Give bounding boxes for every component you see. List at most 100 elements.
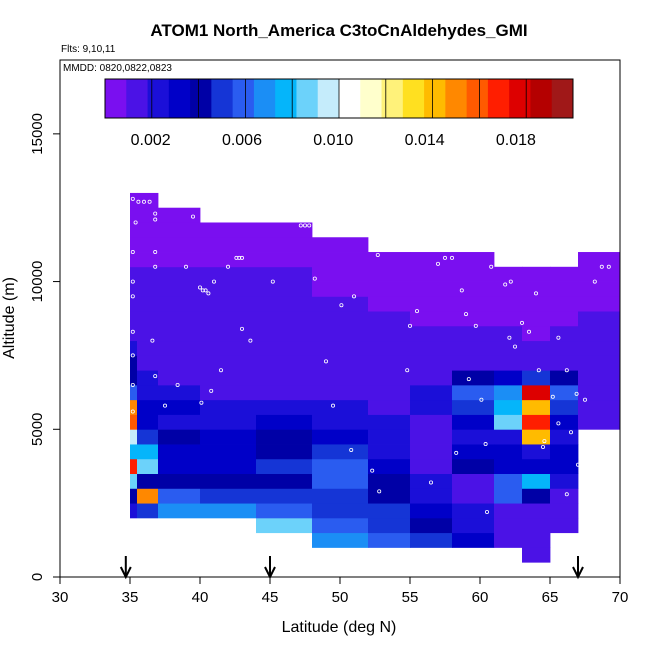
heatmap-cell <box>158 207 201 223</box>
heatmap-cell <box>158 444 201 460</box>
heatmap-cell <box>158 384 201 401</box>
heatmap-cell <box>200 458 257 474</box>
sample-point <box>323 359 328 364</box>
sample-point <box>248 338 253 343</box>
heatmap-cell <box>256 444 313 460</box>
sample-point <box>454 450 459 455</box>
heatmap-cell <box>137 281 159 297</box>
down-arrow-icon <box>264 556 276 580</box>
colorbar-segment <box>190 79 212 118</box>
heatmap-cell <box>158 252 201 268</box>
sample-point <box>550 394 555 399</box>
heatmap-cell <box>578 325 621 342</box>
heatmap-cell <box>494 414 523 430</box>
heatmap-cell <box>452 281 495 297</box>
heatmap-cell <box>550 340 579 356</box>
sample-point <box>466 377 471 382</box>
y-tick-label: 0 <box>29 573 46 581</box>
heatmap-cell <box>312 458 369 474</box>
sample-point <box>578 507 583 512</box>
heatmap-cell <box>137 207 159 223</box>
sample-point <box>569 430 574 435</box>
sample-point <box>556 335 561 340</box>
sample-point <box>507 335 512 340</box>
heatmap-cell <box>130 370 138 386</box>
heatmap-cell <box>368 266 411 282</box>
heatmap-cell <box>452 252 495 268</box>
heatmap-cell <box>200 473 257 489</box>
heatmap-cell <box>137 325 159 342</box>
sample-point <box>407 323 412 328</box>
heatmap-cell <box>410 296 453 312</box>
y-tick-label: 15000 <box>29 113 46 155</box>
heatmap-cell <box>158 237 201 253</box>
heatmap-cell <box>137 414 159 430</box>
heatmap-cell <box>550 384 579 401</box>
heatmap-cell <box>522 355 551 371</box>
sample-point <box>527 329 532 334</box>
heatmap-cell <box>256 503 313 519</box>
colorbar-segment <box>253 79 276 118</box>
sample-point <box>147 199 152 204</box>
heatmap-cell <box>522 414 551 430</box>
heatmap-cell <box>158 311 201 327</box>
heatmap-cell <box>578 414 621 430</box>
heatmap-cell <box>550 399 579 415</box>
heatmap-cell <box>312 252 369 268</box>
y-axis-label: Altitude (m) <box>1 277 18 359</box>
colorbar-segment <box>232 79 255 118</box>
heatmap-cell <box>312 281 369 297</box>
sample-point <box>133 220 138 225</box>
heatmap-cell <box>410 266 453 282</box>
heatmap-cell <box>130 458 138 474</box>
heatmap-cell <box>130 222 138 238</box>
heatmap-cell <box>256 355 313 371</box>
sample-point <box>130 329 135 334</box>
heatmap-cell <box>368 532 411 548</box>
sample-point <box>508 279 513 284</box>
heatmap-cell <box>312 517 369 534</box>
sample-point <box>239 255 244 260</box>
sample-point <box>162 403 167 408</box>
heatmap-cell <box>200 355 257 371</box>
sample-point <box>298 223 303 228</box>
heatmap-cell <box>137 444 159 460</box>
heatmap-cell <box>452 532 495 548</box>
heatmap-cell <box>522 281 551 297</box>
heatmap-cell <box>130 473 138 489</box>
sample-point <box>513 344 518 349</box>
heatmap-cell <box>410 488 453 504</box>
heatmap-cell <box>494 429 523 445</box>
heatmap-cell <box>494 517 523 534</box>
heatmap-cell <box>550 325 579 342</box>
sample-point <box>483 442 488 447</box>
heatmap-cell <box>158 414 201 430</box>
heatmap-cell <box>200 237 257 253</box>
heatmap-cell <box>452 355 495 371</box>
sample-point <box>556 421 561 426</box>
heatmap-cell <box>137 429 159 445</box>
heatmap-cell <box>256 281 313 297</box>
heatmap-cell <box>200 517 257 534</box>
heatmap-cell <box>130 311 138 327</box>
heatmap-cell <box>158 517 201 534</box>
heatmap-cell <box>368 340 411 356</box>
heatmap-cell <box>494 370 523 386</box>
heatmap-cell <box>452 370 495 386</box>
heatmap-cell <box>158 488 201 504</box>
heatmap-cells <box>130 192 621 563</box>
heatmap-cell <box>200 252 257 268</box>
heatmap-cell <box>256 311 313 327</box>
heatmap-cell <box>368 517 411 534</box>
heatmap-cell <box>137 311 159 327</box>
heatmap-cell <box>312 266 369 282</box>
heatmap-cell <box>312 355 369 371</box>
heatmap-cell <box>200 370 257 386</box>
heatmap-cell <box>130 488 138 504</box>
colorbar-tick-label: 0.018 <box>496 132 536 149</box>
heatmap-cell <box>410 444 453 460</box>
heatmap-cell <box>522 399 551 415</box>
x-tick-label: 60 <box>472 589 489 606</box>
heatmap-cell <box>578 281 621 297</box>
sample-point <box>498 255 503 260</box>
